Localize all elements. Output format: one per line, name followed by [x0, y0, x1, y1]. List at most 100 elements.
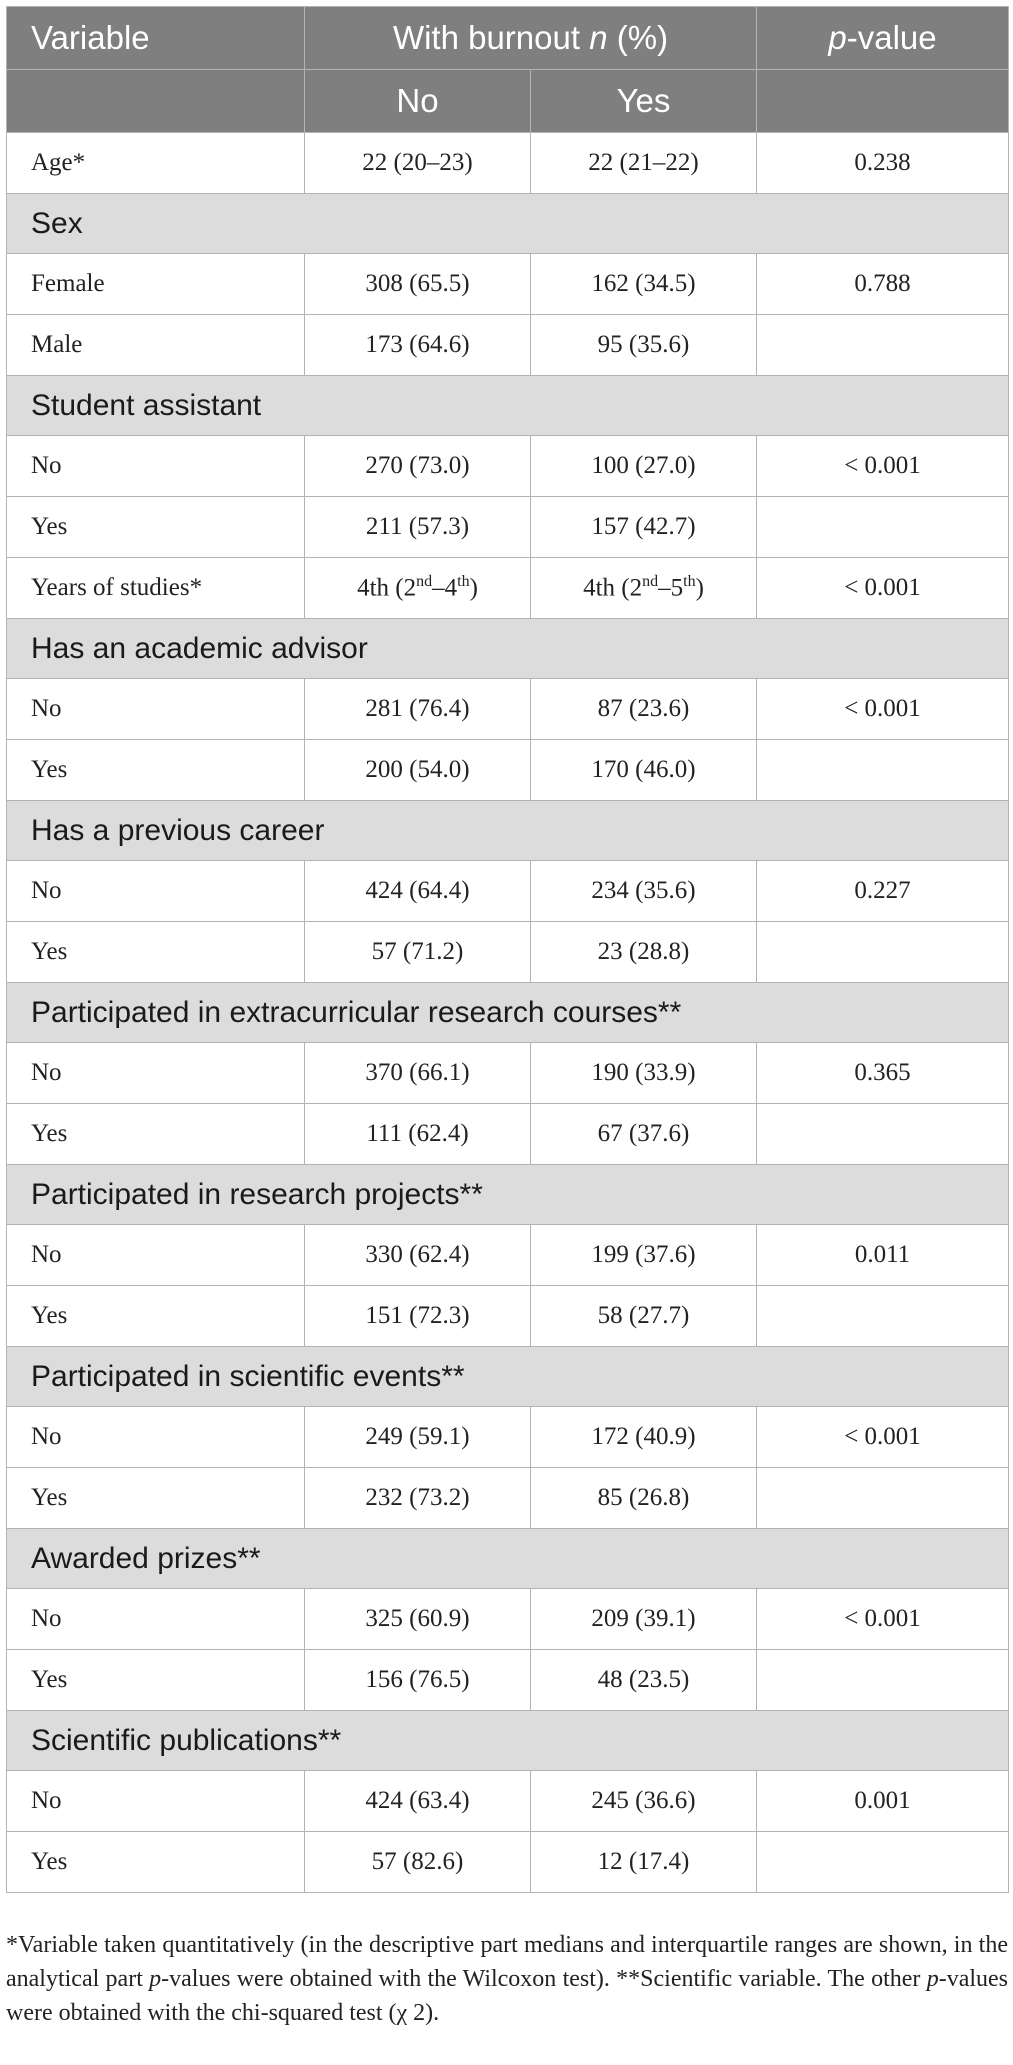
- table-row: No 330 (62.4) 199 (37.6) 0.011: [6, 1224, 1009, 1286]
- cell-p-value: < 0.001: [756, 557, 1009, 619]
- section-label: Participated in research projects**: [6, 1164, 1009, 1225]
- cell-burnout-yes: 190 (33.9): [530, 1042, 757, 1104]
- cell-burnout-no: 370 (66.1): [304, 1042, 531, 1104]
- years-part-s1: nd: [642, 573, 659, 591]
- cell-p-value: [756, 1467, 1009, 1529]
- variable-subheader-empty: [6, 69, 305, 133]
- table-row: Yes 232 (73.2) 85 (26.8): [6, 1467, 1009, 1529]
- row-label: No: [6, 1224, 305, 1286]
- table-row: Yes 57 (82.6) 12 (17.4): [6, 1831, 1009, 1893]
- p-value-subheader-empty: [756, 69, 1009, 133]
- cell-burnout-yes: 199 (37.6): [530, 1224, 757, 1286]
- table-row: Yes 200 (54.0) 170 (46.0): [6, 739, 1009, 801]
- cell-p-value: 0.011: [756, 1224, 1009, 1286]
- row-label: Yes: [6, 1649, 305, 1711]
- section-label: Has an academic advisor: [6, 618, 1009, 679]
- years-part-a: 4th (2: [357, 574, 417, 602]
- row-label: Yes: [6, 1103, 305, 1165]
- section-label: Sex: [6, 193, 1009, 254]
- row-label: Yes: [6, 1285, 305, 1347]
- row-label: No: [6, 1588, 305, 1650]
- cell-burnout-yes: 85 (26.8): [530, 1467, 757, 1529]
- cell-burnout-no: 424 (63.4): [304, 1770, 531, 1832]
- table-row: Yes 151 (72.3) 58 (27.7): [6, 1285, 1009, 1347]
- cell-burnout-no: 57 (71.2): [304, 921, 531, 983]
- row-label: No: [6, 435, 305, 497]
- cell-burnout-no: 325 (60.9): [304, 1588, 531, 1650]
- section-label: Student assistant: [6, 375, 1009, 436]
- table-row: Yes 211 (57.3) 157 (42.7): [6, 496, 1009, 558]
- cell-p-value: [756, 1103, 1009, 1165]
- cell-p-value: < 0.001: [756, 678, 1009, 740]
- years-part-c: ): [695, 574, 704, 602]
- cell-burnout-yes: 87 (23.6): [530, 678, 757, 740]
- cell-burnout-yes: 67 (37.6): [530, 1103, 757, 1165]
- row-label: Yes: [6, 1467, 305, 1529]
- cell-p-value: 0.788: [756, 253, 1009, 315]
- cell-burnout-yes: 22 (21–22): [530, 132, 757, 194]
- section-row: Participated in extracurricular research…: [6, 982, 1009, 1043]
- table-row: Yes 156 (76.5) 48 (23.5): [6, 1649, 1009, 1711]
- row-label: No: [6, 1042, 305, 1104]
- section-row: Has a previous career: [6, 800, 1009, 861]
- section-label: Participated in scientific events**: [6, 1346, 1009, 1407]
- row-label: Male: [6, 314, 305, 376]
- table-footnote: *Variable taken quantitatively (in the d…: [6, 1928, 1008, 2030]
- cell-burnout-yes: 170 (46.0): [530, 739, 757, 801]
- cell-p-value: [756, 1649, 1009, 1711]
- section-row: Has an academic advisor: [6, 618, 1009, 679]
- section-row: Sex: [6, 193, 1009, 254]
- row-label: No: [6, 1770, 305, 1832]
- section-row: Participated in research projects**: [6, 1164, 1009, 1225]
- row-label: Yes: [6, 921, 305, 983]
- section-row: Participated in scientific events**: [6, 1346, 1009, 1407]
- percent-label: (%): [607, 19, 669, 56]
- table-row: Female 308 (65.5) 162 (34.5) 0.788: [6, 253, 1009, 315]
- footnote-part-1: *Variable taken quantitatively (in the d…: [6, 1932, 1008, 1992]
- results-table-container: Variable With burnout n (%) p-value No Y…: [6, 6, 1009, 1893]
- row-label: No: [6, 1406, 305, 1468]
- section-row: Scientific publications**: [6, 1710, 1009, 1771]
- years-part-c: ): [469, 574, 478, 602]
- cell-burnout-no: 4th (2nd–4th): [304, 557, 531, 619]
- years-part-a: 4th (2: [583, 574, 643, 602]
- cell-burnout-no: 173 (64.6): [304, 314, 531, 376]
- cell-burnout-yes: 4th (2nd–5th): [530, 557, 757, 619]
- cell-p-value: [756, 1285, 1009, 1347]
- cell-burnout-yes: 172 (40.9): [530, 1406, 757, 1468]
- row-label: No: [6, 860, 305, 922]
- row-label: Age*: [6, 132, 305, 194]
- cell-p-value: [756, 921, 1009, 983]
- cell-p-value: 0.238: [756, 132, 1009, 194]
- cell-burnout-yes: 245 (36.6): [530, 1770, 757, 1832]
- cell-burnout-yes: 162 (34.5): [530, 253, 757, 315]
- row-label: Yes: [6, 1831, 305, 1893]
- cell-burnout-yes: 95 (35.6): [530, 314, 757, 376]
- table-row: Male 173 (64.6) 95 (35.6): [6, 314, 1009, 376]
- cell-burnout-no: 249 (59.1): [304, 1406, 531, 1468]
- cell-burnout-yes: 157 (42.7): [530, 496, 757, 558]
- footnote-p-symbol-2: p: [926, 1966, 939, 1992]
- table-row: Age* 22 (20–23) 22 (21–22) 0.238: [6, 132, 1009, 194]
- cell-burnout-no: 200 (54.0): [304, 739, 531, 801]
- section-row: Student assistant: [6, 375, 1009, 436]
- cell-p-value: 0.001: [756, 1770, 1009, 1832]
- cell-burnout-yes: 234 (35.6): [530, 860, 757, 922]
- cell-burnout-no: 57 (82.6): [304, 1831, 531, 1893]
- cell-burnout-no: 111 (62.4): [304, 1103, 531, 1165]
- cell-burnout-yes: 58 (27.7): [530, 1285, 757, 1347]
- years-part-b: –5: [658, 574, 684, 602]
- row-label: No: [6, 678, 305, 740]
- section-row: Awarded prizes**: [6, 1528, 1009, 1589]
- cell-burnout-no: 232 (73.2): [304, 1467, 531, 1529]
- table-row: No 270 (73.0) 100 (27.0) < 0.001: [6, 435, 1009, 497]
- cell-p-value: [756, 739, 1009, 801]
- cell-burnout-yes: 209 (39.1): [530, 1588, 757, 1650]
- with-burnout-header: With burnout n (%): [304, 6, 757, 70]
- row-label: Female: [6, 253, 305, 315]
- row-label: Yes: [6, 739, 305, 801]
- table-body: Age* 22 (20–23) 22 (21–22) 0.238 Sex Female 30…: [6, 132, 1009, 1893]
- table-row: Years of studies* 4th (2nd–4th) 4th (2nd–5…: [6, 557, 1009, 619]
- cell-p-value: < 0.001: [756, 435, 1009, 497]
- table-row: Yes 111 (62.4) 67 (37.6): [6, 1103, 1009, 1165]
